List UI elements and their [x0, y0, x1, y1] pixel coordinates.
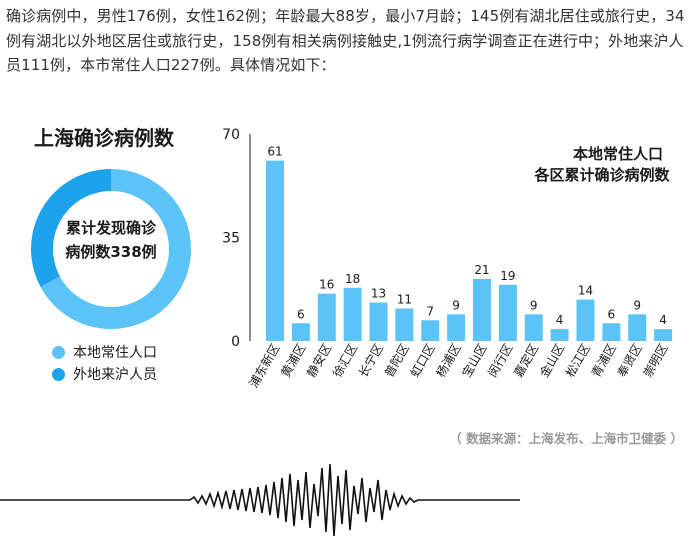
donut-legend: 本地常住人口 外地来沪人员 [52, 341, 157, 385]
x-category-label: 长宁区 [355, 341, 386, 380]
bar-金山区 [550, 329, 569, 341]
data-source-note: （ 数据来源：上海发布、上海市卫健委 ） [449, 431, 683, 446]
x-category-label: 黄浦区 [278, 342, 308, 380]
bar-奉贤区 [628, 314, 647, 341]
bar-value-label: 7 [426, 304, 434, 318]
bar-长宁区 [369, 302, 388, 341]
infographic-title: 上海确诊病例数 [34, 126, 174, 150]
bar-闵行区 [498, 284, 517, 341]
x-category-label: 青浦区 [589, 342, 619, 380]
article-intro-text: 确诊病例中，男性176例，女性162例；年龄最大88岁，最小7月龄；145例有湖… [6, 7, 685, 74]
legend-label-local: 本地常住人口 [73, 345, 157, 361]
bar-value-label: 13 [371, 287, 386, 301]
x-category-label: 虹口区 [408, 342, 438, 380]
bar-崇明区 [654, 329, 673, 341]
bar-静安区 [317, 293, 336, 341]
district-bar-chart: 本地常住人口 各区累计确诊病例数 0 35 70 61 浦东新区 6 黄浦区 16 静安区 18 徐… [222, 127, 673, 390]
bar-浦东新区 [266, 160, 284, 341]
legend-label-migrant: 外地来沪人员 [73, 367, 157, 383]
bar-value-label: 11 [397, 292, 412, 306]
donut-chart [31, 169, 191, 329]
bar-杨浦区 [447, 314, 466, 341]
donut-center-line2: 病例数338例 [65, 243, 157, 261]
bar-value-label: 18 [345, 272, 360, 286]
bar-value-label: 6 [297, 307, 305, 321]
x-category-label: 崇明区 [641, 342, 671, 380]
x-category-label: 徐汇区 [329, 341, 360, 380]
donut-center-label: 累计发现确诊 病例数338例 [30, 216, 192, 264]
legend-dot-local [52, 345, 65, 359]
x-category-label: 浦东新区 [246, 341, 283, 390]
x-category-label: 松江区 [563, 342, 593, 380]
bar-value-label: 9 [530, 298, 538, 312]
bar-chart-title-line1: 本地常住人口 [573, 145, 663, 163]
legend-item-migrant: 外地来沪人员 [52, 363, 157, 385]
bar-value-label: 4 [659, 313, 667, 327]
bar-value-label: 16 [319, 278, 334, 292]
x-category-label: 奉贤区 [615, 342, 645, 380]
x-category-label: 嘉定区 [510, 341, 541, 380]
bar-value-label: 6 [608, 307, 616, 321]
bar-普陀区 [395, 308, 414, 341]
bar-value-label: 21 [474, 263, 489, 277]
bar-青浦区 [602, 323, 621, 341]
bar-value-label: 4 [556, 313, 564, 327]
donut-center-line1: 累计发现确诊 [65, 219, 156, 237]
x-category-label: 静安区 [303, 341, 334, 380]
x-category-label: 闵行区 [484, 341, 515, 380]
bar-虹口区 [421, 320, 440, 341]
legend-item-local: 本地常住人口 [52, 341, 157, 363]
y-tick-label: 0 [231, 334, 240, 350]
bar-松江区 [576, 299, 595, 341]
sound-wave-divider [0, 463, 520, 537]
bar-value-label: 14 [578, 284, 593, 298]
bar-value-label: 61 [267, 145, 282, 159]
x-category-label: 杨浦区 [433, 341, 464, 380]
sound-wave-icon [175, 463, 430, 537]
bar-value-label: 9 [633, 298, 641, 312]
y-tick-label: 70 [222, 127, 240, 143]
bar-value-label: 19 [500, 269, 515, 283]
bar-嘉定区 [524, 314, 543, 341]
bar-徐汇区 [343, 287, 362, 341]
bar-宝山区 [473, 278, 491, 341]
x-category-label: 宝山区 [459, 342, 489, 380]
x-category-label: 金山区 [536, 341, 567, 380]
bar-chart-title-line2: 各区累计确诊病例数 [533, 166, 670, 184]
bar-value-label: 9 [452, 298, 460, 312]
legend-dot-migrant [52, 367, 65, 381]
y-tick-label: 35 [222, 231, 240, 247]
x-category-label: 普陀区 [381, 341, 412, 380]
bar-黄浦区 [291, 323, 310, 341]
